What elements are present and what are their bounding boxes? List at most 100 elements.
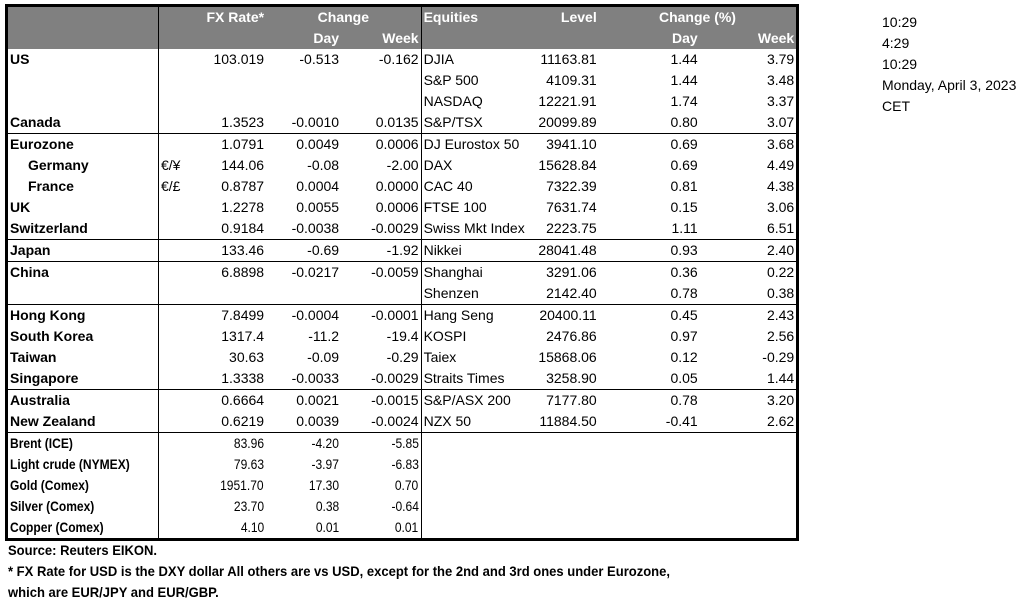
equity-index-text: CAC 40 bbox=[423, 178, 473, 194]
equity-index: S&P/TSX bbox=[421, 112, 527, 134]
equity-day-change-text: 1.74 bbox=[670, 93, 698, 109]
equity-week-change: 3.79 bbox=[700, 49, 798, 70]
fx-rate bbox=[205, 70, 267, 91]
table-row: Taiwan 30.63 -0.09 -0.29 Taiex 15868.06 0.12 -0… bbox=[6, 347, 798, 368]
country-name-text: Singapore bbox=[10, 370, 79, 386]
equity-index bbox=[421, 517, 527, 540]
country-name-text: UK bbox=[10, 199, 31, 215]
time-panel: 10:29 4:29 10:29 Monday, April 3, 2023 CET bbox=[882, 12, 1016, 117]
fx-day-change: -0.513 bbox=[266, 49, 341, 70]
currency-pair bbox=[158, 432, 205, 454]
fx-week-change-text: 0.01 bbox=[395, 519, 419, 535]
equity-index-text: DJIA bbox=[423, 51, 454, 67]
equity-level-text: 7177.80 bbox=[546, 392, 597, 408]
equity-week-change-text: 3.07 bbox=[766, 114, 795, 130]
fx-rate: 0.6664 bbox=[204, 389, 267, 411]
fx-rate: 0.9184 bbox=[205, 218, 267, 240]
equity-level-text: 3941.10 bbox=[546, 136, 597, 152]
fx-rate-text: 1951.70 bbox=[220, 477, 265, 493]
country-name-text: France bbox=[28, 178, 74, 194]
fx-rate: 1.3338 bbox=[205, 368, 267, 390]
table-row: Hong Kong 7.8499 -0.0004 -0.0001 Hang Seng 20… bbox=[6, 304, 798, 326]
table-row: Silver (Comex) 23.70 0.38 -0.64 bbox=[6, 496, 798, 517]
fx-week-change: -6.83 bbox=[341, 454, 422, 475]
currency-pair bbox=[159, 112, 205, 134]
equity-week-change: 6.51 bbox=[700, 218, 798, 240]
equity-day-change: 1.74 bbox=[599, 91, 700, 112]
fx-rate-text: 23.70 bbox=[233, 498, 265, 514]
fx-week-change: -0.0059 bbox=[341, 261, 422, 283]
fx-week-change: 0.01 bbox=[341, 517, 422, 540]
country-name: Canada bbox=[6, 112, 159, 134]
equity-week-change-text: 2.56 bbox=[766, 328, 795, 344]
equity-week-change bbox=[700, 517, 798, 540]
equity-week-change-text: 4.38 bbox=[766, 178, 795, 194]
equity-week-change: 3.06 bbox=[700, 197, 798, 218]
equity-index-text: S&P 500 bbox=[423, 72, 479, 88]
table-row: France €/£ 0.8787 0.0004 0.0000 CAC 40 7322.39… bbox=[6, 176, 798, 197]
equity-index: KOSPI bbox=[421, 326, 527, 347]
currency-pair bbox=[159, 454, 205, 475]
equity-level-text: 15628.84 bbox=[538, 157, 597, 173]
table-row: Brent (ICE) 83.96 -4.20 -5.85 bbox=[6, 432, 798, 454]
equity-day-change-text: -0.41 bbox=[665, 413, 698, 429]
fx-rate-text: 133.46 bbox=[221, 242, 265, 258]
table-row: Germany €/¥ 144.06 -0.08 -2.00 DAX 15628.84 0.6… bbox=[6, 155, 798, 176]
fx-rate: 4.10 bbox=[205, 517, 267, 540]
table-row: China 6.8898 -0.0217 -0.0059 Shanghai 3291.06… bbox=[6, 261, 798, 283]
currency-pair bbox=[158, 239, 205, 262]
fx-day-change: 0.0021 bbox=[266, 389, 342, 411]
currency-pair bbox=[159, 197, 205, 218]
notes: Source: Reuters EIKON. * FX Rate for USD… bbox=[8, 540, 720, 603]
equity-day-change-text: 1.44 bbox=[670, 51, 698, 67]
fx-week-change-text: -0.0029 bbox=[371, 370, 419, 386]
country-name bbox=[6, 283, 159, 305]
fx-day-change: -0.08 bbox=[266, 155, 341, 176]
equity-week-change-text: 3.20 bbox=[766, 392, 795, 408]
fx-day-change bbox=[266, 70, 341, 91]
fx-rate-text: 1.2278 bbox=[221, 199, 265, 215]
equity-day-change: 1.44 bbox=[599, 49, 700, 70]
country-name: Brent (ICE) bbox=[6, 432, 159, 454]
fx-day-change bbox=[266, 283, 341, 305]
fx-week-change bbox=[341, 91, 422, 112]
equity-level: 2142.40 bbox=[527, 283, 599, 305]
equity-day-change-text: 0.78 bbox=[670, 285, 698, 301]
fx-day-change-text: -0.0010 bbox=[291, 114, 340, 130]
equity-index: S&P 500 bbox=[421, 70, 527, 91]
equity-week-change bbox=[700, 496, 798, 517]
fx-rate: 1.2278 bbox=[205, 197, 267, 218]
equity-day-change bbox=[599, 496, 700, 517]
fx-week-change-text: 0.0006 bbox=[375, 199, 419, 215]
fx-week-change-text: -5.85 bbox=[391, 435, 419, 451]
currency-pair: €/£ bbox=[159, 176, 205, 197]
table-row: NASDAQ 12221.91 1.74 3.37 bbox=[6, 91, 798, 112]
time-label: 10:29 bbox=[882, 14, 918, 30]
fx-rate: 1951.70 bbox=[205, 475, 267, 496]
equity-level-text: 28041.48 bbox=[538, 242, 597, 258]
equity-day-change: 0.05 bbox=[599, 368, 700, 390]
country-name-text: US bbox=[10, 51, 30, 67]
country-name-text: Brent (ICE) bbox=[10, 435, 73, 451]
equity-week-change: 2.62 bbox=[700, 411, 798, 433]
fx-week-change-text: -19.4 bbox=[386, 328, 419, 344]
country-name-text: Eurozone bbox=[10, 136, 74, 152]
fx-day-change: -3.97 bbox=[266, 454, 341, 475]
country-name-text: Light crude (NYMEX) bbox=[10, 456, 130, 472]
equity-level bbox=[527, 517, 599, 540]
country-name-text: Germany bbox=[28, 157, 89, 173]
equity-week-change bbox=[700, 475, 798, 496]
equity-week-change: 3.68 bbox=[699, 133, 798, 155]
fx-rate: 6.8898 bbox=[204, 261, 267, 283]
table-row: S&P 500 4109.31 1.44 3.48 bbox=[6, 70, 798, 91]
fx-rate-text: 0.6664 bbox=[221, 392, 265, 408]
fx-week-change-text: -1.92 bbox=[386, 242, 419, 258]
fx-week-change: -0.0029 bbox=[341, 368, 422, 390]
table-row: Australia 0.6664 0.0021 -0.0015 S&P/ASX 200 7… bbox=[6, 389, 798, 411]
time-label: 10:29 bbox=[882, 56, 918, 72]
country-name: Japan bbox=[6, 239, 159, 262]
fx-day-change: -0.0217 bbox=[266, 261, 342, 283]
equity-index: Shanghai bbox=[421, 261, 527, 283]
equity-level: 12221.91 bbox=[527, 91, 599, 112]
equity-level: 15628.84 bbox=[527, 155, 599, 176]
